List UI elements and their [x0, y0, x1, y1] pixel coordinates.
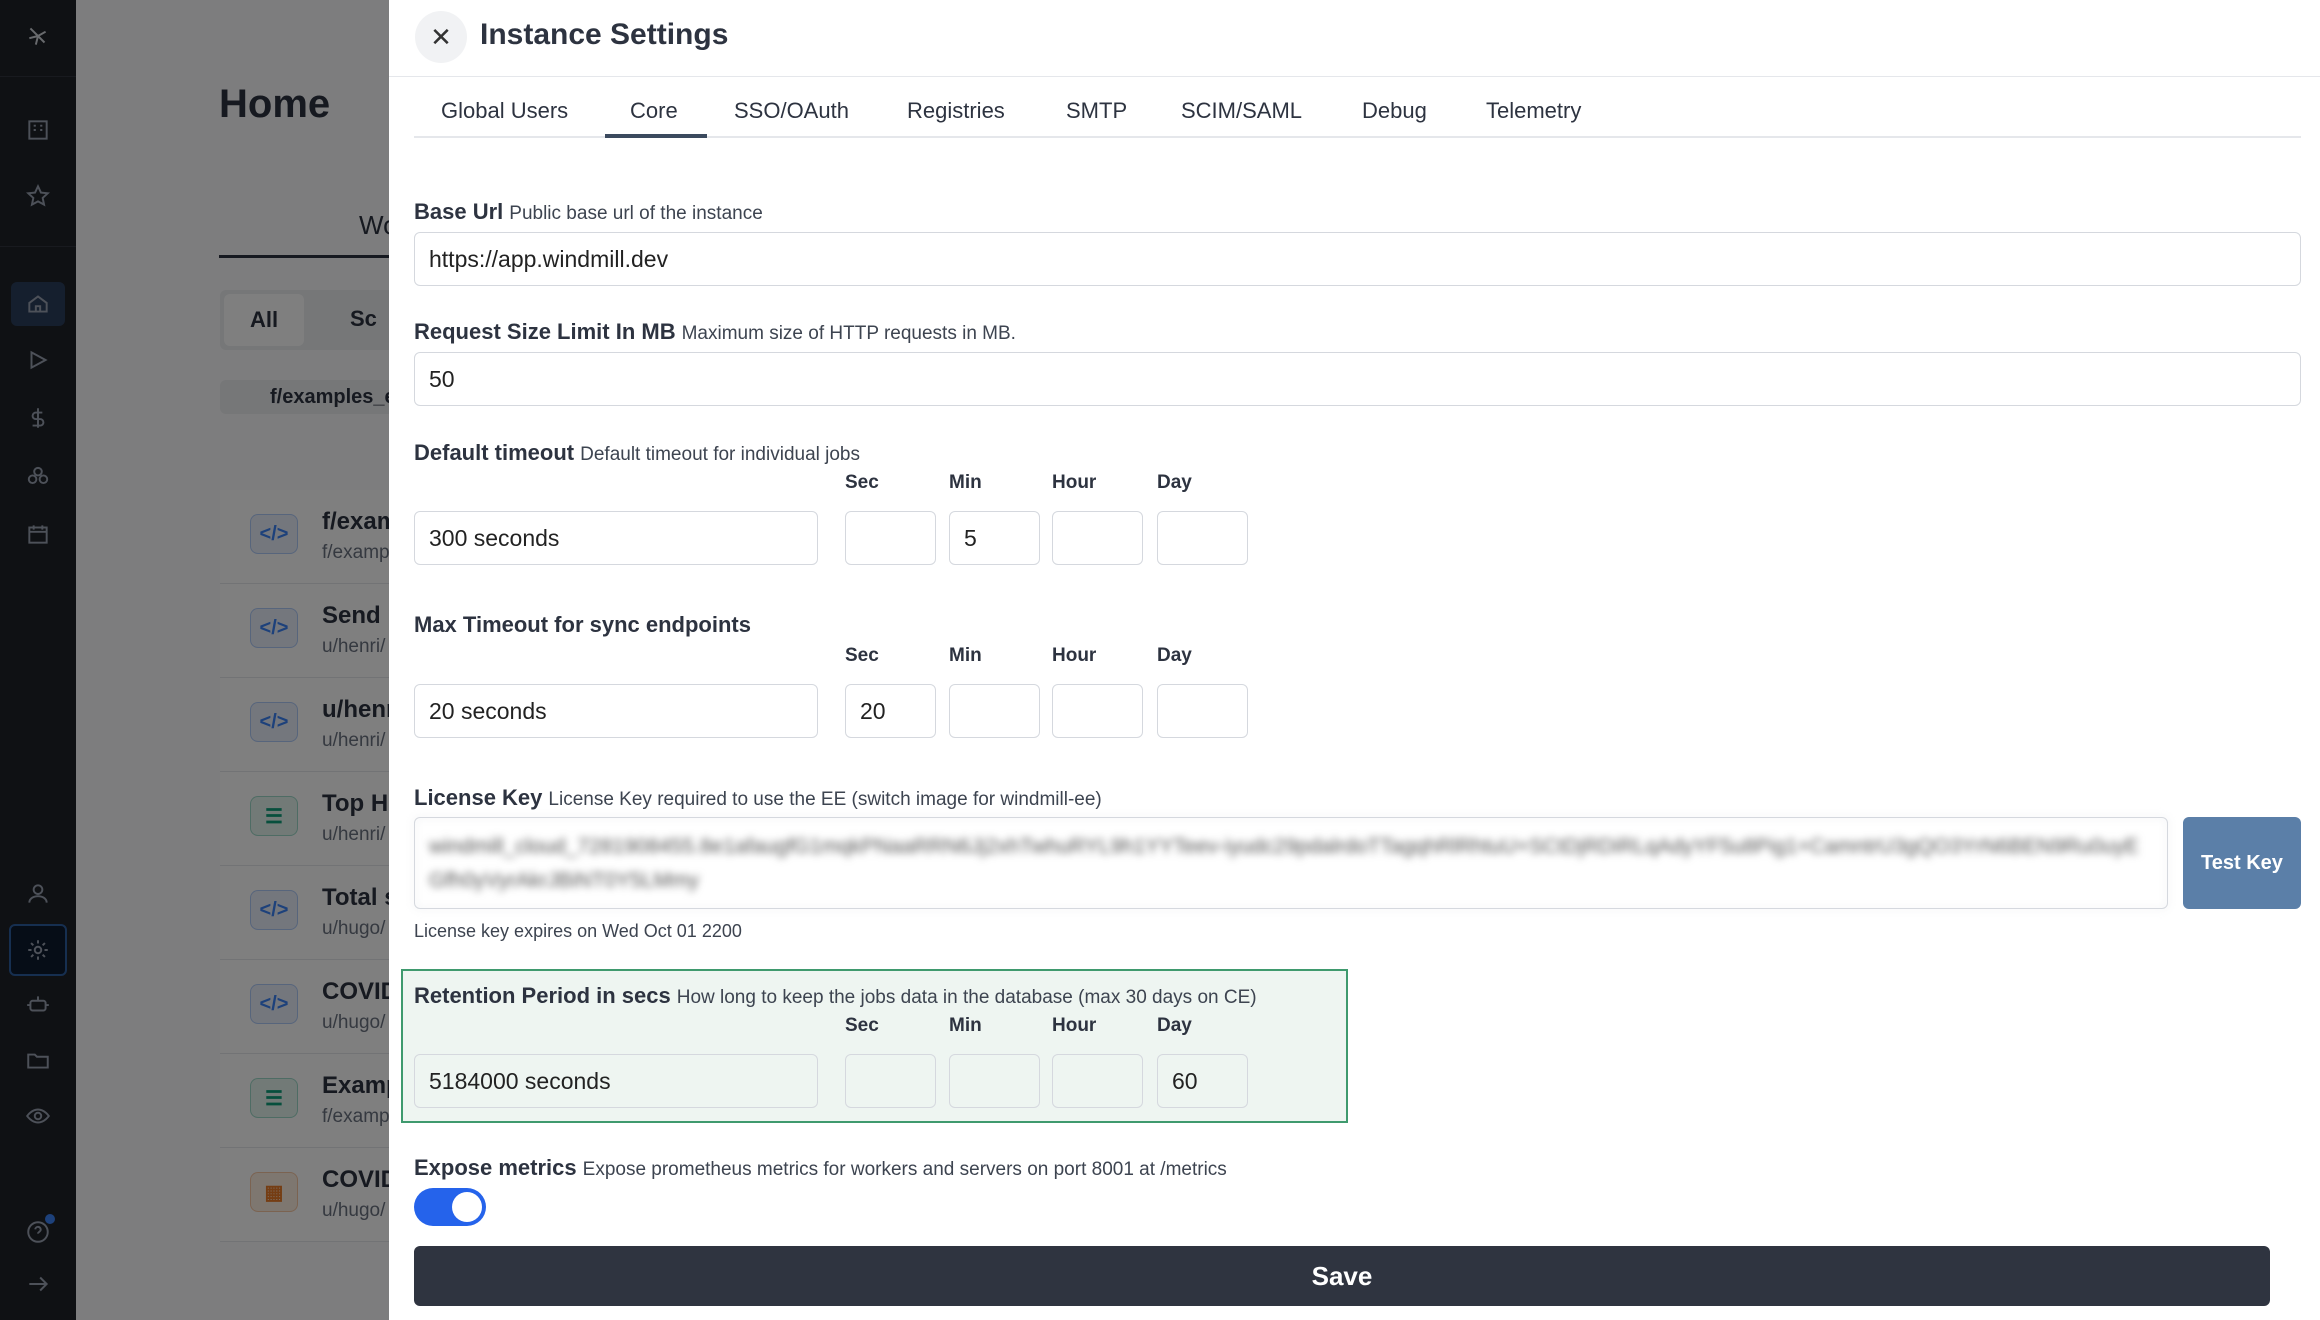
min-input[interactable]	[949, 1054, 1040, 1108]
max-timeout-label: Max Timeout for sync endpoints	[414, 612, 751, 637]
sec-input[interactable]	[845, 511, 936, 565]
sec-input[interactable]: 20	[845, 684, 936, 738]
save-button[interactable]: Save	[414, 1246, 2270, 1306]
close-icon: ✕	[430, 21, 452, 52]
base-url-input[interactable]: https://app.windmill.dev	[414, 232, 2301, 286]
tab-core[interactable]: Core	[630, 98, 678, 123]
request-size-label: Request Size Limit In MB Maximum size of …	[414, 319, 1016, 344]
day-input[interactable]: 60	[1157, 1054, 1248, 1108]
hour-label: Hour	[1052, 1015, 1097, 1036]
test-key-button[interactable]: Test Key	[2183, 817, 2301, 909]
default-timeout-label: Default timeout Default timeout for indiv…	[414, 440, 860, 465]
day-label: Day	[1157, 645, 1192, 666]
license-expiry-text: License key expires on Wed Oct 01 2200	[414, 921, 742, 941]
min-label: Min	[949, 1015, 982, 1036]
sec-label: Sec	[845, 1015, 879, 1036]
tab-registries[interactable]: Registries	[907, 98, 1005, 123]
hour-label: Hour	[1052, 472, 1097, 493]
tab-scim-saml[interactable]: SCIM/SAML	[1181, 98, 1303, 123]
tab-debug[interactable]: Debug	[1362, 98, 1427, 123]
license-key-label: License Key License Key required to use t…	[414, 785, 1102, 810]
duration-text-input[interactable]: 20 seconds	[414, 684, 818, 738]
license-key-textarea-border	[414, 817, 2168, 909]
tab-smtp[interactable]: SMTP	[1066, 98, 1128, 123]
instance-settings-drawer: ✕ Instance Settings Global Users Core SS…	[389, 0, 2320, 1320]
hour-input[interactable]	[1052, 684, 1143, 738]
sec-label: Sec	[845, 472, 879, 493]
day-label: Day	[1157, 1015, 1192, 1036]
tab-telemetry[interactable]: Telemetry	[1486, 98, 1582, 123]
toggle-knob	[452, 1192, 482, 1222]
expose-metrics-toggle[interactable]	[414, 1188, 486, 1226]
active-tab-indicator	[605, 134, 707, 138]
base-url-label: Base Url Public base url of the instance	[414, 199, 763, 224]
hour-input[interactable]	[1052, 1054, 1143, 1108]
day-input[interactable]	[1157, 511, 1248, 565]
day-label: Day	[1157, 472, 1192, 493]
sec-label: Sec	[845, 645, 879, 666]
expose-metrics-label: Expose metrics Expose prometheus metrics …	[414, 1155, 1227, 1180]
min-input[interactable]: 5	[949, 511, 1040, 565]
drawer-title: Instance Settings	[480, 18, 729, 51]
min-input[interactable]	[949, 684, 1040, 738]
duration-text-input[interactable]: 300 seconds	[414, 511, 818, 565]
day-input[interactable]	[1157, 684, 1248, 738]
tab-sso-oauth[interactable]: SSO/OAuth	[734, 98, 849, 123]
retention-label: Retention Period in secs How long to keep…	[414, 983, 1257, 1008]
hour-input[interactable]	[1052, 511, 1143, 565]
min-label: Min	[949, 472, 982, 493]
sec-input[interactable]	[845, 1054, 936, 1108]
tabs-divider	[414, 136, 2301, 138]
hour-label: Hour	[1052, 645, 1097, 666]
duration-text-input[interactable]: 5184000 seconds	[414, 1054, 818, 1108]
divider	[389, 76, 2320, 77]
request-size-input[interactable]: 50	[414, 352, 2301, 406]
tab-global-users[interactable]: Global Users	[441, 98, 569, 123]
min-label: Min	[949, 645, 982, 666]
close-button[interactable]: ✕	[415, 11, 467, 63]
